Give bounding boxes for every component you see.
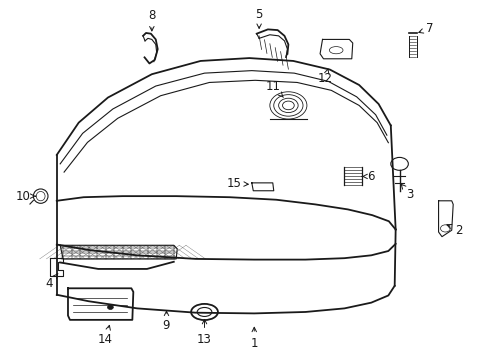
Text: 12: 12 [317, 69, 332, 85]
Text: 6: 6 [361, 170, 374, 183]
Text: 2: 2 [446, 224, 462, 237]
Text: 15: 15 [226, 177, 248, 190]
Text: 8: 8 [148, 9, 155, 31]
Text: 11: 11 [264, 80, 283, 97]
Text: 7: 7 [418, 22, 433, 35]
Text: 5: 5 [255, 8, 262, 28]
Text: 10: 10 [15, 190, 36, 203]
Circle shape [107, 305, 113, 310]
Text: 1: 1 [250, 327, 258, 350]
Text: 9: 9 [163, 311, 170, 332]
Text: 14: 14 [98, 325, 113, 346]
Text: 13: 13 [197, 319, 211, 346]
Text: 4: 4 [45, 274, 58, 291]
Text: 3: 3 [401, 184, 413, 201]
